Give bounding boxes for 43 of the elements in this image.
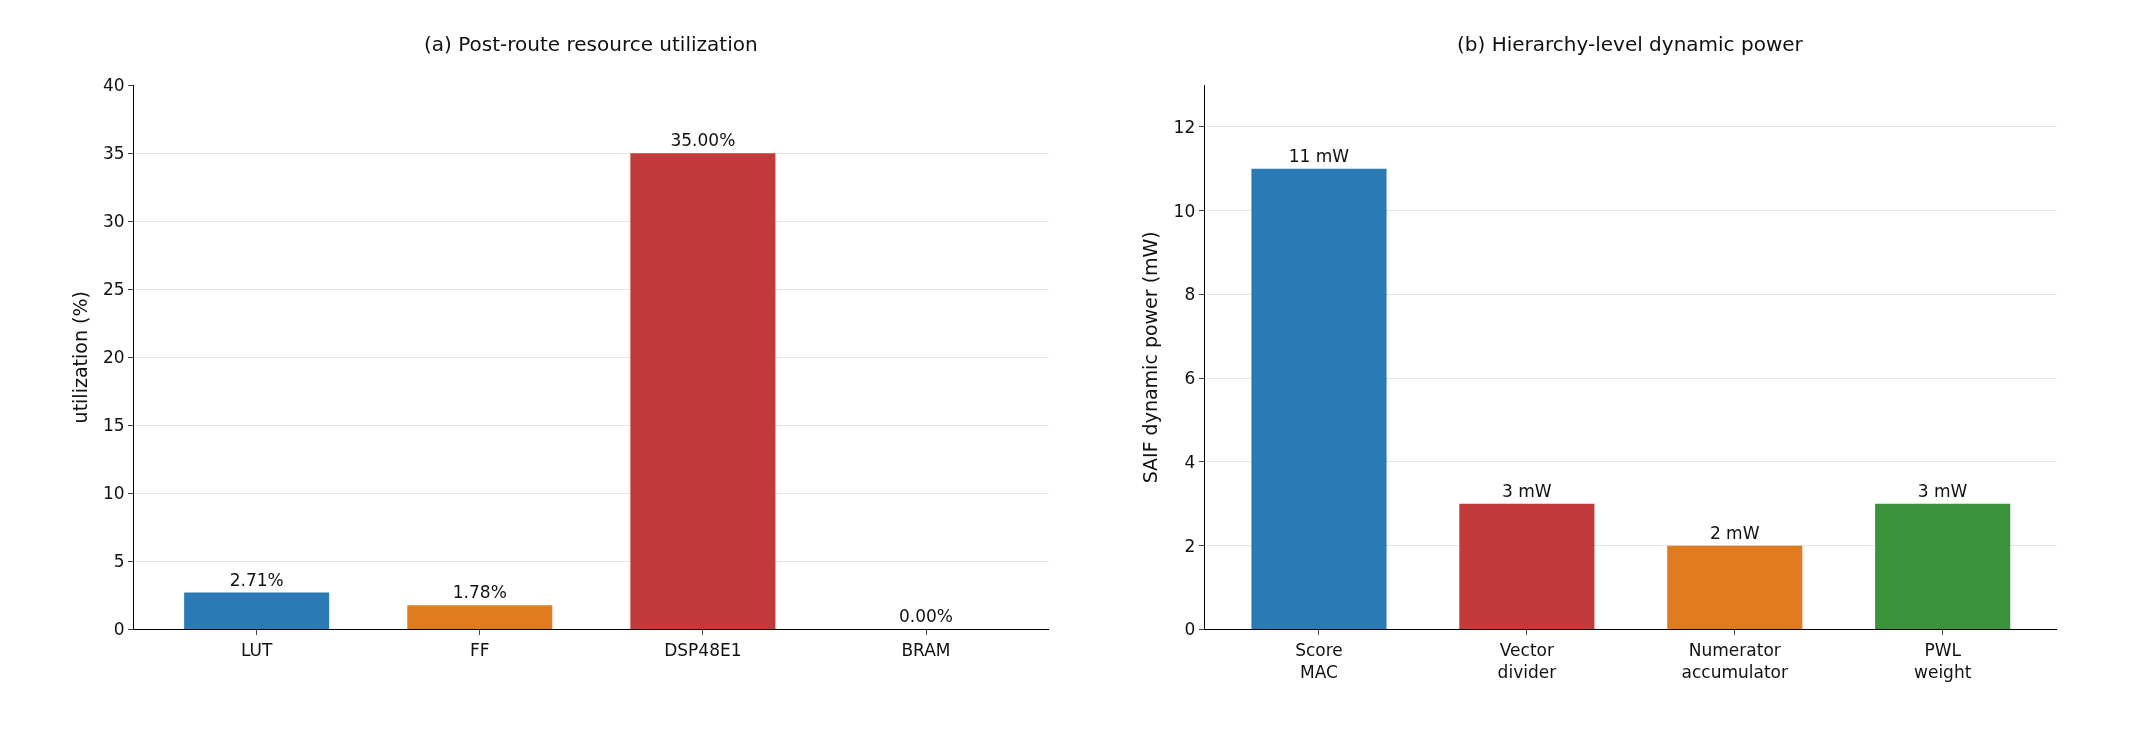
x-tick-label: Vector divider	[1497, 639, 1557, 682]
y-tick-label: 5	[113, 551, 125, 572]
chart-title: (a) Post-route resource utilization	[424, 32, 758, 56]
x-tick-label: BRAM	[901, 639, 951, 660]
x-tick-label: PWL weight	[1914, 639, 1972, 682]
y-tick-label: 20	[102, 347, 125, 368]
y-tick-label: 40	[102, 75, 125, 96]
data-label: 3 mW	[1501, 480, 1552, 501]
bar	[630, 153, 776, 630]
x-tick-label: Score MAC	[1295, 639, 1343, 682]
data-label: 11 mW	[1288, 145, 1350, 166]
y-axis-title: utilization (%)	[68, 291, 91, 424]
y-tick-label: 25	[102, 279, 125, 300]
y-tick-label: 0	[113, 619, 125, 640]
y-tick-label: 2	[1184, 535, 1196, 556]
x-tick-label: DSP48E1	[664, 639, 742, 660]
x-tick-label: Numerator accumulator	[1681, 639, 1788, 682]
bar	[1459, 503, 1595, 630]
y-tick-label: 10	[1173, 200, 1196, 221]
bar	[407, 605, 553, 630]
data-label: 35.00%	[670, 130, 736, 151]
y-tick-label: 0	[1184, 619, 1196, 640]
y-tick-label: 8	[1184, 284, 1196, 305]
y-tick-label: 15	[102, 415, 125, 436]
data-label: 3 mW	[1917, 480, 1968, 501]
y-tick-label: 35	[102, 143, 125, 164]
y-axis-title: SAIF dynamic power (mW)	[1139, 231, 1162, 484]
bar	[184, 592, 330, 630]
x-tick-label: FF	[469, 639, 490, 660]
bar	[1667, 545, 1803, 630]
y-tick-label: 12	[1173, 116, 1196, 137]
y-tick-label: 4	[1184, 451, 1196, 472]
data-label: 2.71%	[229, 569, 284, 590]
data-label: 0.00%	[898, 606, 954, 627]
chart-title: (b) Hierarchy-level dynamic power	[1457, 32, 1804, 56]
y-tick-label: 6	[1184, 368, 1196, 389]
bar	[1875, 503, 2011, 630]
y-tick-label: 10	[102, 483, 125, 504]
x-tick-label: LUT	[240, 639, 273, 660]
data-label: 1.78%	[452, 582, 507, 603]
y-tick-label: 30	[102, 211, 125, 232]
data-label: 2 mW	[1709, 522, 1760, 543]
bar	[1251, 168, 1387, 630]
